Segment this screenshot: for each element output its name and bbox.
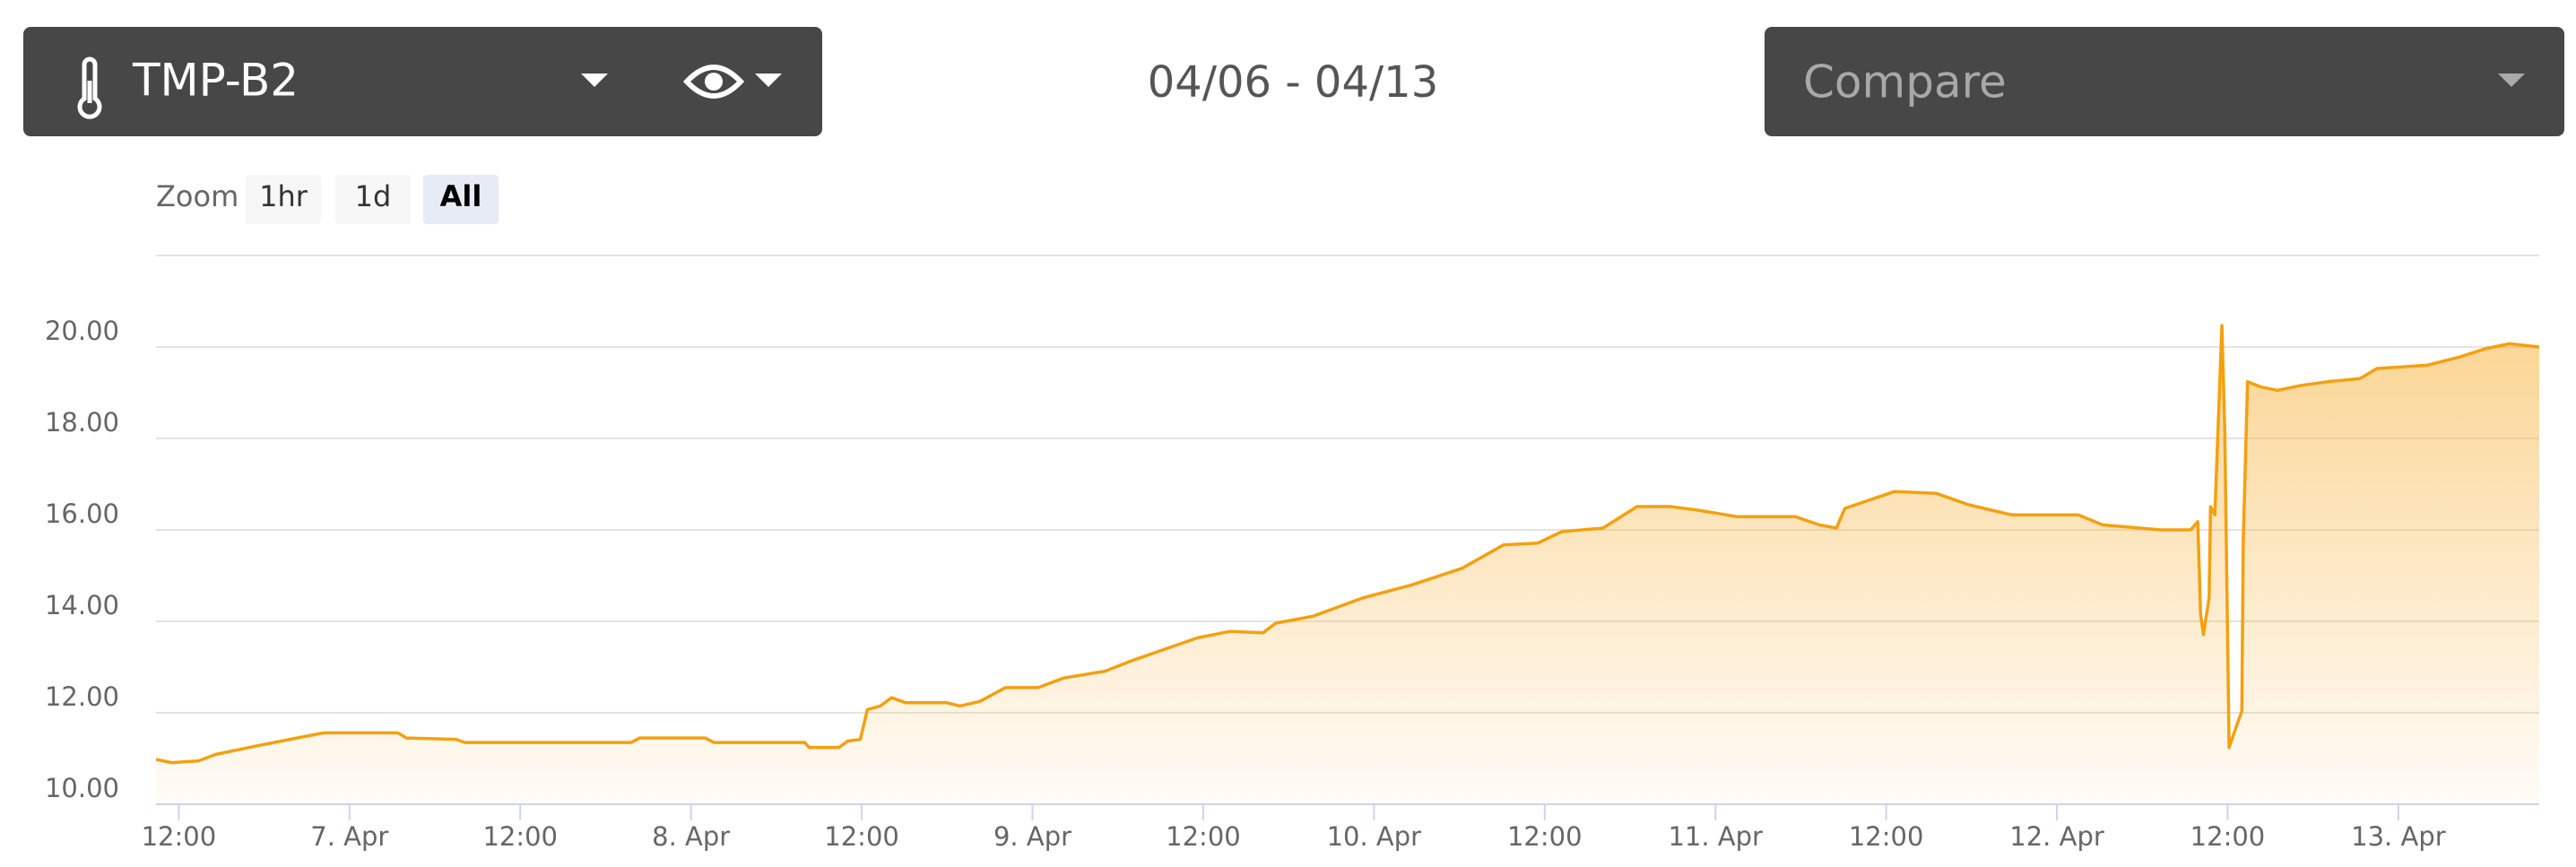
x-tick-label: 8. Apr <box>652 821 730 852</box>
zoom-button-label[interactable]: 1d <box>355 179 392 213</box>
y-tick-label: 14.00 <box>45 590 119 620</box>
x-tick-label: 12:00 <box>1849 821 1924 852</box>
x-tick-label: 12. Apr <box>2009 821 2104 852</box>
x-tick-label: 7. Apr <box>310 821 388 852</box>
zoom-label: Zoom <box>156 179 239 213</box>
x-tick-label: 10. Apr <box>1327 821 1422 852</box>
x-tick-label: 12:00 <box>482 821 558 852</box>
area-fill <box>156 325 2539 804</box>
eye-icon[interactable] <box>682 65 782 99</box>
zoom-button-label[interactable]: All <box>440 179 482 213</box>
line <box>155 324 2540 765</box>
x-tick-label: 12:00 <box>142 821 217 852</box>
dropdown-bg <box>1765 27 2564 136</box>
sensor-name: TMP-B2 <box>132 55 299 107</box>
x-tick-label: 11. Apr <box>1668 821 1763 852</box>
x-tick-label: 13. Apr <box>2351 821 2446 852</box>
y-tick-label: 20.00 <box>45 316 119 346</box>
y-tick-label: 12.00 <box>45 681 119 712</box>
x-tick-label: 12:00 <box>1507 821 1583 852</box>
x-tick-label: 12:00 <box>2190 821 2266 852</box>
caret <box>581 74 608 87</box>
compare-placeholder: Compare <box>1803 56 2007 108</box>
y-tick-label: 16.00 <box>45 499 119 529</box>
dropdown-bg <box>23 27 822 136</box>
y-tick-label: 18.00 <box>45 407 119 438</box>
x-tick-label: 9. Apr <box>993 821 1071 852</box>
zoom-button[interactable] <box>335 175 411 224</box>
thermometer-icon <box>77 56 102 119</box>
x-tick-label: 12:00 <box>1166 821 1241 852</box>
compare-dropdown[interactable]: Compare <box>1765 27 2564 136</box>
zoom-button[interactable] <box>423 175 499 224</box>
y-tick-label: 10.00 <box>45 773 119 803</box>
date-range: 04/06 - 04/13 <box>1148 57 1439 108</box>
sensor-dropdown[interactable]: TMP-B2 <box>23 27 822 136</box>
zoom-button-label[interactable]: 1hr <box>259 179 308 213</box>
caret <box>2498 74 2525 87</box>
x-tick-label: 12:00 <box>824 821 899 852</box>
zoom-button[interactable] <box>246 175 321 224</box>
